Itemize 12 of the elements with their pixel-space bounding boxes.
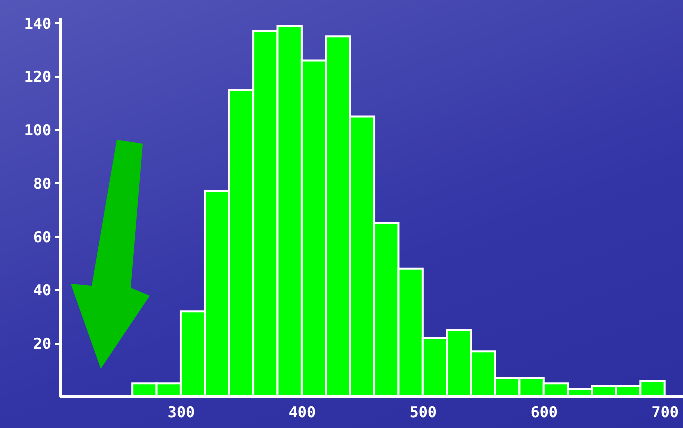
y-tick-label: 100 bbox=[24, 122, 52, 140]
y-tick-label: 140 bbox=[24, 14, 52, 33]
y-tick-label: 80 bbox=[33, 174, 52, 193]
y-tick-label: 40 bbox=[33, 282, 52, 300]
x-tick-label: 300 bbox=[168, 404, 196, 422]
x-tick-label: 400 bbox=[288, 404, 316, 422]
y-tick-label: 20 bbox=[33, 335, 52, 354]
x-tick-label: 600 bbox=[530, 404, 558, 422]
y-tick-label: 120 bbox=[24, 68, 52, 86]
y-tick-label: 60 bbox=[33, 228, 52, 246]
x-tick-label: 700 bbox=[652, 404, 679, 422]
x-tick-label: 500 bbox=[410, 404, 437, 422]
